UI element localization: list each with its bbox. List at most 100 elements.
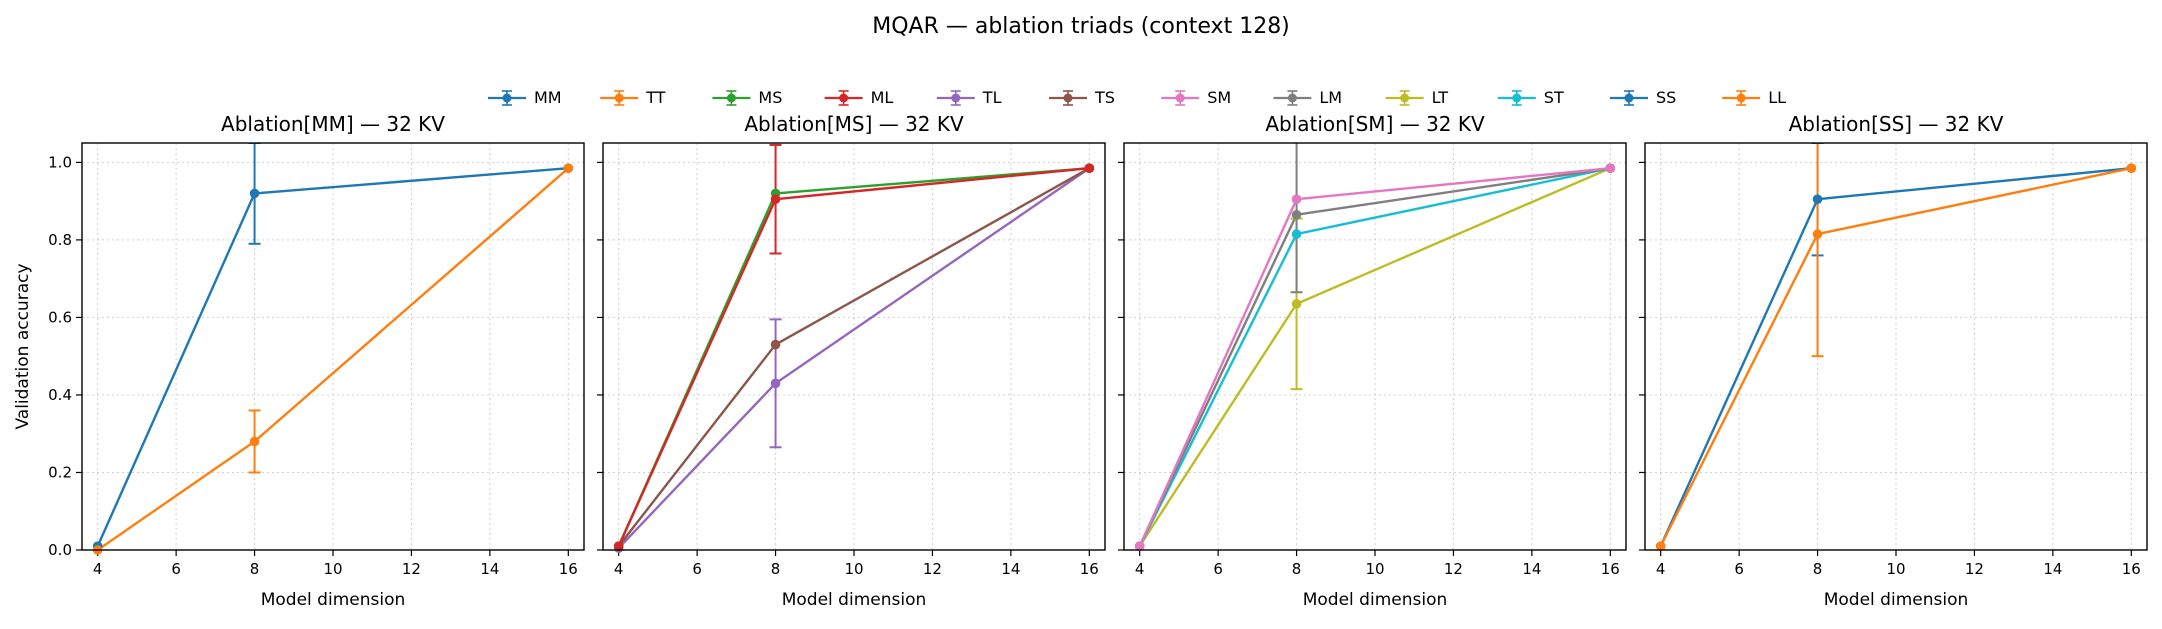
x-tick-label: 6: [692, 560, 702, 578]
legend-marker: [1400, 93, 1410, 103]
legend-label: ST: [1544, 88, 1564, 107]
x-tick-label: 10: [1365, 560, 1384, 578]
legend-label: TS: [1094, 88, 1115, 107]
y-tick-label: 0.6: [48, 308, 72, 326]
legend-item: LT: [1385, 88, 1449, 107]
x-axis-label: Model dimension: [1303, 590, 1448, 610]
figure-title: MQAR — ablation triads (context 128): [872, 14, 1290, 39]
x-tick-label: 12: [923, 560, 942, 578]
x-tick-label: 8: [250, 560, 260, 578]
x-tick-label: 8: [771, 560, 781, 578]
x-tick-label: 10: [1886, 560, 1905, 578]
legend-marker: [726, 93, 736, 103]
panel-title: Ablation[SM] — 32 KV: [1265, 112, 1485, 136]
x-tick-label: 14: [1522, 560, 1541, 578]
point-TT: [249, 436, 260, 447]
x-tick-label: 16: [2122, 560, 2141, 578]
legend-item: MS: [712, 88, 782, 107]
x-tick-label: 4: [614, 560, 624, 578]
legend-item: MM: [488, 88, 562, 107]
chart-panel: 4 6 8 10 12 14 16 Ablation[SM] — 32 KV Model dim…: [1118, 112, 1627, 610]
x-tick-label: 14: [2043, 560, 2062, 578]
x-tick-label: 6: [1734, 560, 1744, 578]
legend-marker: [839, 93, 849, 103]
x-tick-label: 4: [1135, 560, 1145, 578]
panel-title: Ablation[MS] — 32 KV: [744, 112, 964, 136]
legend-label: LL: [1768, 88, 1786, 107]
y-tick-label: 1.0: [48, 153, 72, 171]
x-tick-label: 8: [1813, 560, 1823, 578]
legend-marker: [1175, 93, 1185, 103]
x-tick-label: 4: [1656, 560, 1666, 578]
point-ML: [770, 194, 781, 205]
point-SS: [1812, 194, 1823, 205]
x-tick-label: 10: [844, 560, 863, 578]
y-tick-label: 0.4: [48, 386, 72, 404]
point-LL: [1812, 229, 1823, 239]
legend-label: MM: [534, 88, 562, 107]
point-LT: [1291, 299, 1302, 309]
point-LM: [1291, 209, 1302, 220]
x-tick-label: 12: [1444, 560, 1463, 578]
point-LL: [2126, 163, 2137, 173]
x-tick-label: 6: [1213, 560, 1223, 578]
axes-frame: [81, 142, 585, 551]
x-tick-label: 12: [402, 560, 421, 578]
x-tick-label: 16: [559, 560, 578, 578]
x-tick-label: 12: [1965, 560, 1984, 578]
point-TT: [563, 163, 574, 173]
legend-item: TL: [936, 88, 1002, 107]
legend-item: SM: [1161, 88, 1231, 107]
panel-title: Ablation[SS] — 32 KV: [1789, 112, 2004, 136]
point-SM: [1134, 541, 1145, 551]
legend-marker: [1512, 93, 1522, 103]
legend-marker: [1287, 93, 1297, 103]
point-LL: [1655, 541, 1666, 551]
chart-panel: 4 6 8 10 12 14 16 0.0 0.2 0.4 0.6 0.8 1.0 Ablation[MM…: [13, 112, 585, 610]
x-tick-label: 4: [93, 560, 103, 578]
point-SM: [1291, 194, 1302, 205]
x-tick-label: 6: [171, 560, 181, 578]
point-SM: [1605, 163, 1616, 173]
legend-label: ML: [871, 88, 894, 107]
legend-marker: [1736, 93, 1746, 103]
legend-label: LM: [1319, 88, 1342, 107]
legend-item: LL: [1722, 88, 1786, 107]
legend: MM TT MS ML TL TS SM LM LT ST SS LL: [488, 88, 1786, 107]
legend-label: TL: [982, 88, 1002, 107]
panels: 4 6 8 10 12 14 16 0.0 0.2 0.4 0.6 0.8 1.0 Ablation[MM…: [13, 112, 2148, 610]
x-tick-label: 16: [1080, 560, 1099, 578]
x-tick-label: 14: [480, 560, 499, 578]
legend-marker: [614, 93, 624, 103]
point-TS: [770, 339, 781, 350]
point-TL: [770, 378, 781, 389]
legend-marker: [951, 93, 961, 103]
legend-item: LM: [1273, 88, 1342, 107]
x-tick-label: 10: [323, 560, 342, 578]
legend-label: TT: [645, 88, 665, 107]
axes-frame: [1644, 142, 2148, 551]
legend-marker: [502, 93, 512, 103]
x-axis-label: Model dimension: [1824, 590, 1969, 610]
x-tick-label: 14: [1001, 560, 1020, 578]
legend-marker: [1063, 93, 1073, 103]
legend-label: SM: [1207, 88, 1231, 107]
legend-item: SS: [1610, 88, 1676, 107]
legend-item: ML: [824, 88, 894, 107]
x-tick-label: 8: [1292, 560, 1302, 578]
x-axis-label: Model dimension: [782, 590, 927, 610]
chart-panel: 4 6 8 10 12 14 16 Ablation[SS] — 32 KV Model dim…: [1639, 112, 2148, 610]
legend-item: ST: [1497, 88, 1564, 107]
legend-label: LT: [1432, 88, 1449, 107]
point-ML: [613, 541, 624, 551]
legend-marker: [1624, 93, 1634, 103]
x-axis-label: Model dimension: [261, 590, 406, 610]
legend-item: TT: [600, 88, 666, 107]
x-tick-label: 16: [1601, 560, 1620, 578]
y-tick-label: 0.2: [48, 463, 72, 481]
point-MM: [249, 188, 260, 199]
legend-item: TS: [1049, 88, 1115, 107]
point-ST: [1291, 229, 1302, 239]
y-tick-label: 0.0: [48, 541, 72, 559]
legend-label: SS: [1656, 88, 1676, 107]
